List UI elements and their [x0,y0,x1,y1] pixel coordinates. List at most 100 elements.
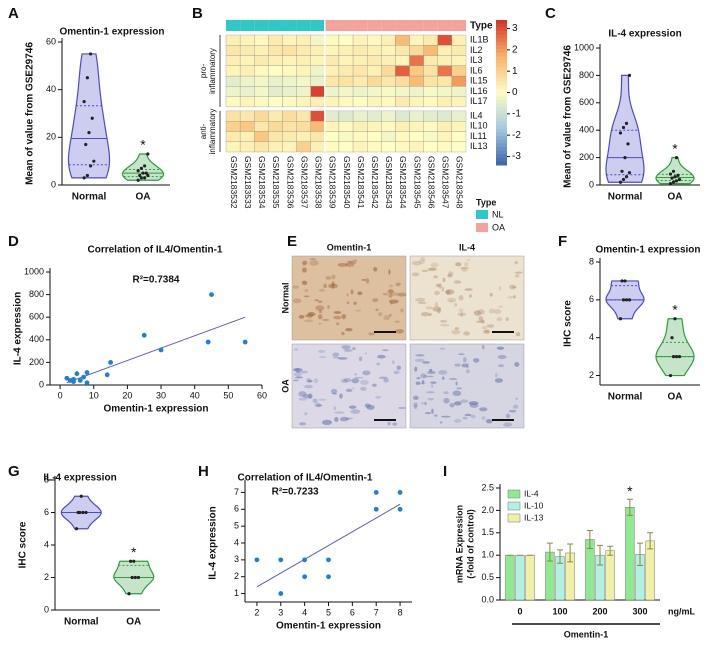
tissue-texture [303,319,314,323]
tissue-texture [306,378,312,383]
heatmap-cell [225,65,241,77]
tissue-texture [351,378,360,384]
heatmap-cell [352,96,368,108]
heatmap-cell [409,110,424,122]
heatmap-cell [338,34,354,46]
tissue-texture [503,422,513,427]
group-annotation [310,20,325,31]
tissue-texture [463,331,470,336]
colorbar-step [496,136,507,141]
heatmap-cell [268,121,283,132]
tissue-texture [415,354,425,357]
data-point [671,169,676,173]
bar [625,507,635,601]
tissue-texture [400,308,404,313]
data-point [624,298,629,302]
column-label: GSM2183536 [285,156,295,209]
data-point [139,166,143,170]
heatmap-cell [239,141,255,153]
heatmap-cell [254,110,269,122]
tissue-texture [515,397,518,401]
colorbar-step [496,49,507,54]
data-point [302,557,308,563]
heatmap-cell [254,34,269,46]
tissue-texture [496,317,503,322]
heatmap-cell [395,45,410,56]
tissue-texture [514,274,520,278]
y-tick-label: 5 [234,521,239,531]
colorbar-step [496,59,507,64]
heatmap-cell [367,110,382,122]
group-annotation [437,20,452,31]
tissue-texture [455,262,462,267]
tissue-texture [441,286,445,292]
tissue-texture [485,418,493,424]
tissue-texture [373,266,378,272]
tissue-texture [489,292,493,297]
tissue-texture [413,404,418,410]
data-point [674,179,679,183]
column-label: GSM2183535 [271,156,281,209]
tissue-texture [377,354,386,359]
data-point [82,99,86,104]
heatmap-cell [451,141,467,153]
column-label: GSM2183548 [455,156,465,209]
column-label: Omentin-1 [327,242,372,252]
tissue-texture [427,397,434,401]
tissue-texture [476,320,484,323]
error-bar [567,543,574,563]
data-point [397,506,403,512]
data-point [627,171,632,175]
error-bar [637,542,643,567]
heatmap-cell [352,86,368,97]
tissue-texture [388,299,399,304]
heatmap-cell [268,55,283,66]
tissue-texture [375,395,382,399]
tissue-texture [333,311,342,314]
tissue-texture [372,298,379,303]
tissue-texture [387,289,394,294]
tissue-texture [513,294,516,299]
data-point [136,169,140,173]
colorbar-step [496,150,507,155]
legend-label: IL-10 [524,500,544,510]
tissue-texture [506,295,516,299]
column-label: GSM2183540 [342,156,352,209]
heatmap-cell [367,96,382,108]
heatmap-cell [367,75,382,87]
y-tick-label: 2.5 [481,482,494,492]
tissue-texture [393,370,400,375]
heatmap-cell [254,65,269,77]
tissue-texture [357,291,363,296]
data-point [373,506,379,512]
tissue-texture [420,373,427,379]
heatmap-cell [338,65,354,77]
row-label: IL10 [470,121,488,131]
tissue-texture [460,312,463,317]
heatmap-cell [381,121,396,132]
colorbar-step [496,143,507,148]
heatmap-cell [225,75,241,87]
tissue-texture [514,361,520,367]
data-point [671,355,676,359]
data-point [81,510,85,515]
colorbar-step [496,114,507,119]
tissue-texture [505,317,509,321]
tissue-texture [453,280,462,284]
heatmap-cell [338,45,354,56]
data-point [673,317,677,321]
heatmap-cell [296,131,311,142]
tissue-texture [337,357,348,360]
tissue-texture [458,353,465,356]
heatmap-cell [381,96,396,108]
colorbar-step [496,23,507,28]
colorbar-step [496,41,507,46]
data-point [326,557,331,563]
tissue-texture [309,260,319,266]
tissue-texture [323,283,328,289]
colorbar-step [496,99,507,104]
data-point [621,125,626,130]
colorbar-step [496,125,507,130]
trendline [66,316,246,384]
heatmap-cell [381,86,396,97]
